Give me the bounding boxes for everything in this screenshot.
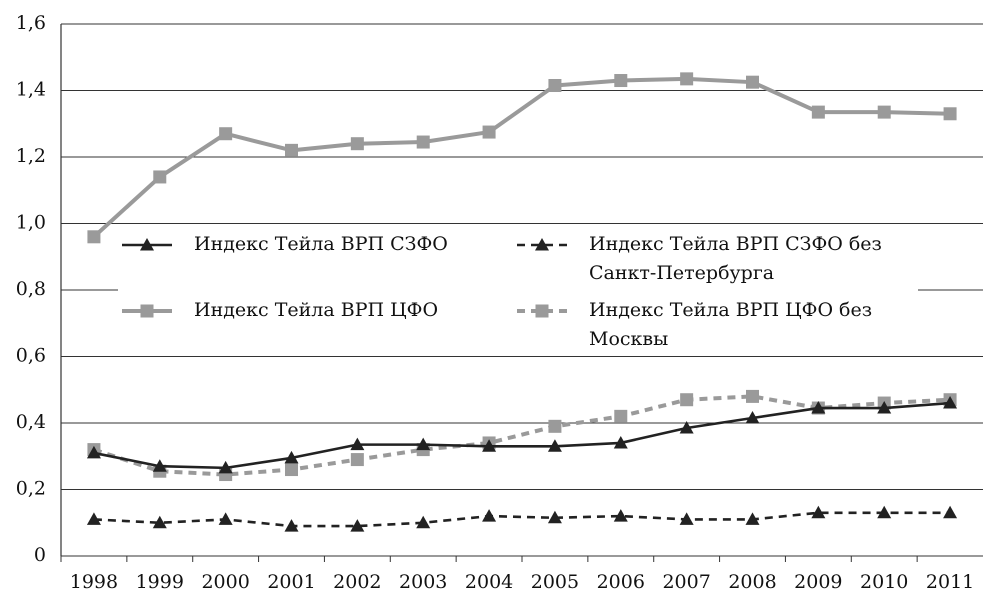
marker	[140, 238, 154, 251]
marker	[350, 519, 365, 532]
legend-label: Индекс Тейла ВРП СЗФО без Санкт-Петербур…	[589, 233, 882, 284]
marker	[745, 512, 760, 525]
x-tick-label: 2005	[531, 571, 579, 593]
marker	[285, 463, 298, 477]
marker	[482, 509, 497, 522]
marker	[614, 409, 628, 423]
legend-item: Индекс Тейла ВРП СЗФО без Санкт-Петербур…	[513, 230, 918, 288]
x-tick-label: 2004	[465, 571, 513, 593]
y-tick-label: 0,6	[16, 345, 46, 367]
marker	[811, 105, 825, 119]
legend-label: Индекс Тейла ВРП ЦФО	[194, 299, 439, 321]
legend-label: Индекс Тейла ВРП ЦФО без Москвы	[589, 299, 873, 350]
y-tick-label: 1,0	[16, 212, 46, 234]
y-tick-label: 0,8	[16, 278, 46, 300]
marker	[614, 74, 628, 88]
legend-item: Индекс Тейла ВРП СЗФО	[118, 230, 513, 288]
marker	[680, 72, 694, 86]
legend-label: Индекс Тейла ВРП СЗФО	[194, 233, 448, 255]
marker	[350, 437, 365, 451]
marker	[140, 304, 154, 318]
legend-swatch	[517, 238, 567, 251]
legend-item: Индекс Тейла ВРП ЦФО без Москвы	[513, 296, 918, 354]
legend-swatch	[122, 304, 172, 318]
y-tick-label: 1,4	[16, 79, 46, 101]
x-tick-label: 2002	[333, 571, 381, 593]
marker	[613, 509, 628, 522]
legend-item: Индекс Тейла ВРП ЦФО	[118, 296, 513, 354]
x-tick-label: 2008	[728, 571, 776, 593]
marker	[284, 450, 299, 464]
marker	[943, 107, 957, 121]
marker	[218, 512, 233, 525]
marker	[746, 75, 759, 89]
marker	[745, 411, 760, 424]
marker	[86, 512, 101, 525]
x-tick-label: 2003	[399, 571, 447, 593]
marker	[548, 419, 562, 433]
marker	[679, 512, 694, 525]
marker	[152, 515, 167, 529]
x-tick-label: 2011	[926, 571, 974, 593]
marker	[87, 230, 101, 244]
marker	[535, 238, 549, 251]
marker	[350, 137, 364, 151]
y-tick-label: 0,2	[16, 478, 46, 500]
x-tick-label: 2001	[267, 571, 315, 593]
marker	[679, 420, 694, 434]
marker	[535, 304, 549, 318]
series-line	[93, 394, 951, 477]
marker	[218, 460, 233, 474]
marker	[416, 437, 431, 451]
marker	[811, 401, 826, 414]
marker	[547, 510, 562, 524]
marker	[482, 439, 497, 452]
y-tick-label: 1,2	[16, 145, 46, 167]
x-tick-label: 1998	[70, 571, 118, 593]
marker	[284, 519, 299, 532]
x-tick-label: 2000	[201, 571, 249, 593]
series-line	[93, 511, 951, 528]
marker	[416, 135, 430, 149]
marker	[86, 445, 101, 459]
marker	[152, 459, 167, 472]
x-tick-label: 1999	[136, 571, 184, 593]
marker	[482, 125, 496, 139]
marker	[153, 170, 167, 184]
x-tick-label: 2006	[597, 571, 645, 593]
x-tick-label: 2010	[860, 571, 908, 593]
marker	[943, 505, 958, 519]
marker	[877, 401, 892, 414]
marker	[811, 505, 826, 519]
legend: Индекс Тейла ВРП СЗФО Индекс Тейла ВРП СЗ…	[118, 228, 918, 356]
y-tick-label: 0	[34, 544, 46, 566]
marker	[285, 143, 298, 157]
marker	[219, 127, 233, 141]
marker	[547, 439, 562, 452]
legend-swatch	[517, 304, 567, 318]
series-line	[92, 76, 951, 239]
x-tick-label: 2009	[794, 571, 842, 593]
series-line	[93, 401, 951, 470]
marker	[416, 515, 431, 529]
marker	[943, 396, 958, 409]
legend-swatch	[122, 238, 172, 251]
marker	[350, 453, 364, 467]
marker	[680, 393, 694, 407]
marker	[877, 505, 892, 519]
marker	[548, 79, 562, 93]
marker	[877, 105, 891, 119]
marker	[746, 389, 759, 403]
x-tick-label: 2007	[662, 571, 710, 593]
y-tick-label: 1,6	[16, 12, 46, 34]
y-tick-label: 0,4	[16, 411, 46, 433]
marker	[613, 435, 628, 449]
